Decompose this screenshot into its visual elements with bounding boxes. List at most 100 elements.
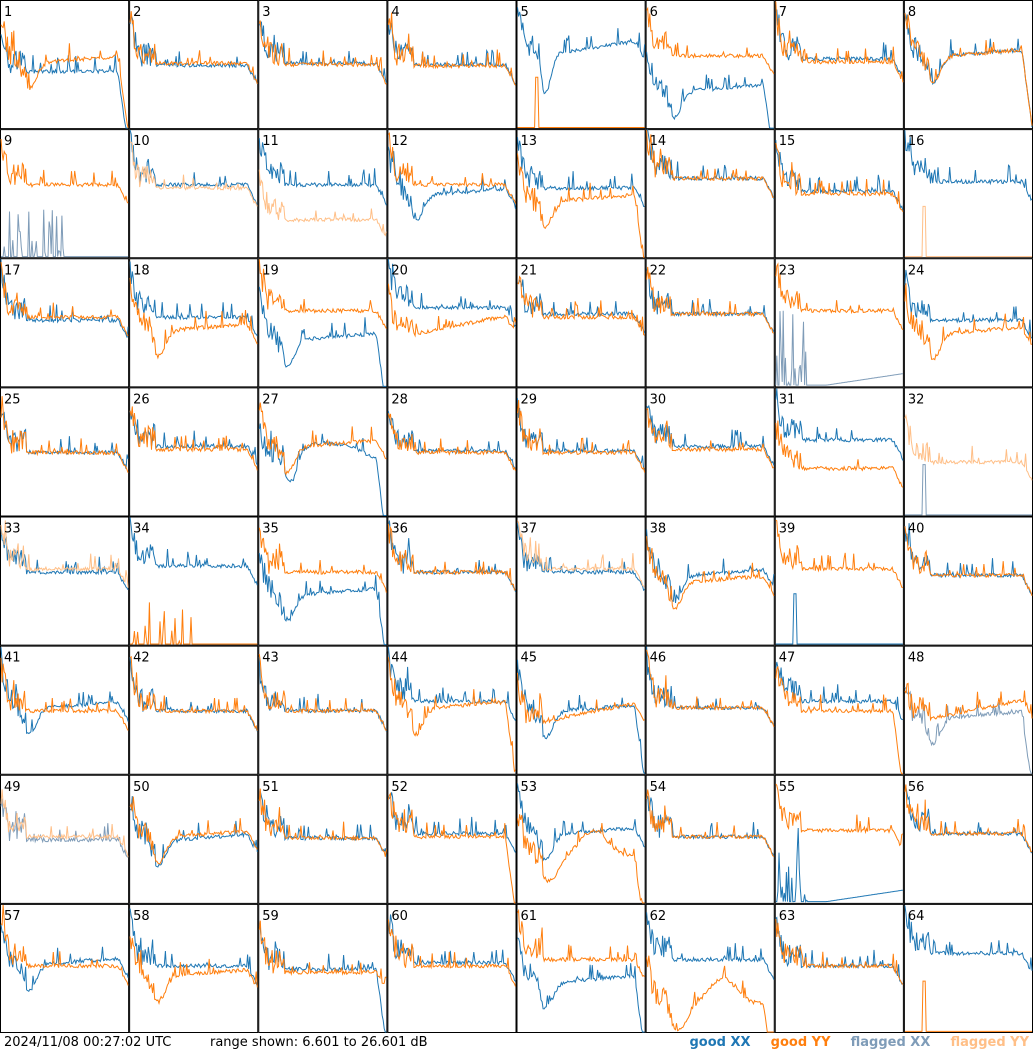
tile-25-yy-line — [0, 396, 129, 473]
tile-frame-21 — [516, 258, 646, 388]
tile-32-yy-line — [904, 413, 1033, 481]
tile-21: 21 — [516, 258, 646, 388]
tile-26-yy-line — [129, 406, 258, 471]
tile-5-yy-line — [517, 76, 645, 128]
tile-label-52: 52 — [391, 780, 408, 795]
tile-label-39: 39 — [779, 522, 796, 537]
tile-label-38: 38 — [650, 522, 667, 537]
tile-33-yy-line — [0, 520, 129, 588]
tile-29-yy-line — [517, 400, 646, 473]
tile-63-yy-line — [775, 918, 904, 985]
tile-label-10: 10 — [133, 134, 150, 149]
tile-17-yy-line — [0, 262, 129, 337]
tile-label-30: 30 — [650, 392, 667, 407]
tile-9-xx-line — [1, 209, 129, 258]
tile-30: 30 — [645, 387, 775, 517]
tile-13-xx-line — [517, 137, 645, 207]
tile-17: 17 — [0, 258, 130, 388]
legend: good XX good YY flagged XX flagged YY — [673, 1035, 1029, 1050]
tile-14-yy-line — [646, 130, 774, 198]
tile-frame-47 — [774, 645, 904, 775]
tile-label-23: 23 — [779, 263, 796, 278]
tile-label-34: 34 — [133, 522, 150, 537]
tile-frame-60 — [387, 903, 517, 1033]
tile-60: 60 — [387, 903, 517, 1033]
tile-38-yy-line — [646, 536, 775, 610]
tile-label-49: 49 — [4, 780, 21, 795]
tile-56: 56 — [903, 774, 1033, 904]
tile-45: 45 — [516, 645, 646, 775]
tile-label-43: 43 — [262, 651, 279, 666]
tile-37-xx-line — [517, 523, 645, 592]
tile-31: 31 — [774, 387, 904, 517]
tile-24-xx-line — [904, 269, 1033, 339]
tile-label-56: 56 — [908, 780, 925, 795]
tile-label-32: 32 — [908, 392, 925, 407]
legend-good-yy: good YY — [770, 1035, 831, 1050]
tile-frame-42 — [129, 645, 259, 775]
tile-34-xx-line — [129, 517, 258, 586]
tile-label-1: 1 — [4, 5, 12, 20]
tile-18-xx-line — [129, 261, 258, 337]
tile-frame-26 — [129, 387, 259, 517]
tile-44-yy-line — [387, 657, 516, 773]
tile-frame-13 — [516, 129, 646, 259]
tile-8: 8 — [903, 0, 1033, 130]
tile-61: 61 — [516, 903, 646, 1033]
tile-55: 55 — [774, 774, 904, 904]
tile-20-xx-line — [387, 259, 516, 328]
tile-frame-33 — [0, 516, 130, 646]
tile-9-yy-line — [0, 138, 129, 204]
tile-52-xx-line — [387, 792, 516, 853]
tile-50-xx-line — [130, 796, 258, 868]
tile-label-64: 64 — [908, 909, 925, 924]
tile-18: 18 — [129, 258, 259, 388]
tile-frame-45 — [516, 645, 646, 775]
tile-label-37: 37 — [521, 522, 538, 537]
tile-label-63: 63 — [779, 909, 796, 924]
tile-label-3: 3 — [262, 5, 270, 20]
tile-55-yy-line — [775, 783, 904, 847]
tile-label-54: 54 — [650, 780, 667, 795]
tile-label-26: 26 — [133, 392, 150, 407]
tile-frame-35 — [258, 516, 388, 646]
tile-32-xx-line — [904, 464, 1032, 516]
tile-2-yy-line — [129, 11, 258, 85]
tile-label-5: 5 — [521, 5, 529, 20]
tile-label-8: 8 — [908, 5, 916, 20]
tile-label-25: 25 — [4, 392, 21, 407]
tile-55-xx-line — [775, 827, 903, 903]
tile-label-14: 14 — [650, 134, 667, 149]
tile-46: 46 — [645, 645, 775, 775]
tile-5: 5 — [516, 0, 646, 130]
tile-label-13: 13 — [521, 134, 538, 149]
tile-22-yy-line — [646, 266, 775, 334]
tile-30-yy-line — [646, 407, 774, 469]
tile-60-yy-line — [387, 919, 516, 987]
tile-62-yy-line — [646, 955, 774, 1033]
tile-frame-58 — [129, 903, 259, 1033]
tile-61-yy-line — [517, 908, 645, 978]
tile-49: 49 — [0, 774, 130, 904]
tile-label-33: 33 — [4, 522, 21, 537]
tile-24: 24 — [903, 258, 1033, 388]
tile-label-18: 18 — [133, 263, 150, 278]
tile-frame-23 — [774, 258, 904, 388]
tile-48: 48 — [903, 645, 1033, 775]
tile-frame-56 — [903, 774, 1033, 904]
tile-13-yy-line — [517, 153, 645, 258]
tile-24-yy-line — [904, 283, 1033, 361]
tile-64-yy-line — [904, 980, 1032, 1032]
tile-35-xx-line — [258, 552, 387, 646]
tile-39-xx-line — [775, 593, 903, 645]
tile-label-51: 51 — [262, 780, 279, 795]
tile-47-xx-line — [775, 661, 904, 721]
tile-label-7: 7 — [779, 5, 787, 20]
tile-10-yy-line — [130, 141, 258, 207]
tile-37-yy-line — [517, 520, 645, 587]
tile-17-xx-line — [0, 259, 129, 338]
tile-frame-37 — [516, 516, 646, 646]
tile-label-61: 61 — [521, 909, 538, 924]
tile-frame-54 — [645, 774, 775, 904]
